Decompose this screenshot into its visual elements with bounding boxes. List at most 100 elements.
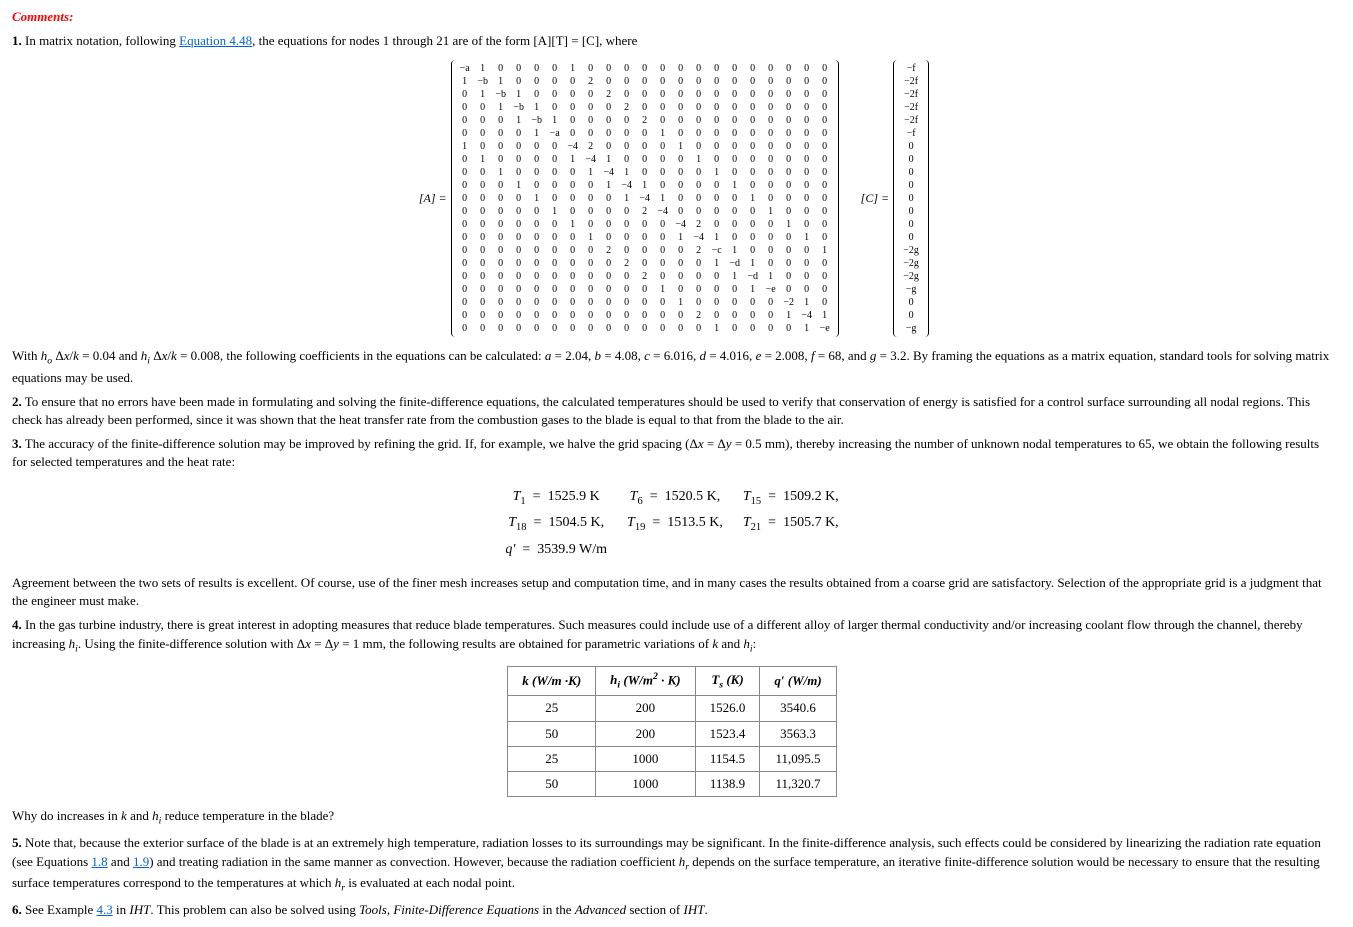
matrix-cell: 0 bbox=[708, 153, 726, 166]
matrix-cell: 0 bbox=[546, 322, 564, 335]
matrix-cell: 0 bbox=[618, 140, 636, 153]
matrix-cell: 0 bbox=[456, 88, 474, 101]
matrix-cell: 0 bbox=[456, 166, 474, 179]
param-table: k (W/m ·K) hi (W/m2 · K) Ts (K) q′ (W/m)… bbox=[507, 666, 836, 797]
table-cell: 200 bbox=[596, 721, 695, 746]
matrix-cell: −2 bbox=[780, 296, 798, 309]
matrix-cell: 0 bbox=[636, 283, 654, 296]
paragraph-4: 4. In the gas turbine industry, there is… bbox=[12, 616, 1332, 655]
matrix-cell: 0 bbox=[780, 75, 798, 88]
matrix-cell: 0 bbox=[798, 127, 816, 140]
matrix-cell: 1 bbox=[492, 166, 510, 179]
matrix-cell: 0 bbox=[600, 205, 618, 218]
matrix-cell: 0 bbox=[798, 114, 816, 127]
matrix-cell: 0 bbox=[600, 127, 618, 140]
matrix-cell: 0 bbox=[654, 88, 672, 101]
p5mid: and bbox=[108, 854, 133, 869]
matrix-cell: 0 bbox=[510, 283, 528, 296]
matrix-cell: 0 bbox=[690, 296, 708, 309]
matrix-cell: 0 bbox=[456, 231, 474, 244]
t18: 1504.5 K, bbox=[548, 515, 604, 530]
table-cell: 1000 bbox=[596, 746, 695, 771]
matrix-cell: 0 bbox=[816, 75, 834, 88]
matrix-cell: 0 bbox=[816, 153, 834, 166]
matrix-cell: 0 bbox=[492, 270, 510, 283]
matrix-cell: 0 bbox=[654, 62, 672, 75]
matrix-cell: 0 bbox=[672, 192, 690, 205]
matrix-cell: 0 bbox=[492, 296, 510, 309]
equation-link-448[interactable]: Equation 4.48 bbox=[179, 33, 252, 48]
matrix-cell: 1 bbox=[564, 218, 582, 231]
matrix-cell: 0 bbox=[564, 114, 582, 127]
example-link-43[interactable]: 4.3 bbox=[96, 902, 112, 917]
matrix-cell: 0 bbox=[816, 127, 834, 140]
matrix-cell: 0 bbox=[726, 218, 744, 231]
matrix-cell: 0 bbox=[492, 205, 510, 218]
table-cell: 3563.3 bbox=[760, 721, 836, 746]
matrix-cell: 0 bbox=[744, 166, 762, 179]
table-cell: 1154.5 bbox=[695, 746, 760, 771]
matrix-cell: 0 bbox=[780, 192, 798, 205]
matrix-cell: 0 bbox=[798, 257, 816, 270]
matrix-cell: 0 bbox=[762, 140, 780, 153]
matrix-cell: 0 bbox=[510, 140, 528, 153]
matrix-cell: 0 bbox=[780, 140, 798, 153]
matrix-cell: 0 bbox=[762, 114, 780, 127]
matrix-cell: 0 bbox=[762, 166, 780, 179]
matrix-cell: 0 bbox=[474, 179, 492, 192]
matrix-cell: 0 bbox=[582, 283, 600, 296]
matrix-cell: 0 bbox=[546, 101, 564, 114]
matrix-cell: 0 bbox=[654, 75, 672, 88]
matrix-cell: 0 bbox=[564, 101, 582, 114]
matrix-cell: 1 bbox=[564, 62, 582, 75]
p4-text: In the gas turbine industry, there is gr… bbox=[12, 617, 1303, 650]
matrix-cell: 0 bbox=[546, 62, 564, 75]
matrix-cell: 0 bbox=[564, 205, 582, 218]
matrix-cell: 0 bbox=[744, 127, 762, 140]
matrix-cell: 0 bbox=[474, 309, 492, 322]
matrix-cell: 0 bbox=[744, 88, 762, 101]
table-cell: 1138.9 bbox=[695, 772, 760, 797]
matrix-cell: 0 bbox=[816, 62, 834, 75]
matrix-cell: 2 bbox=[600, 88, 618, 101]
matrix-cell: 0 bbox=[672, 244, 690, 257]
matrix-cell: 1 bbox=[744, 257, 762, 270]
matrix-cell: 0 bbox=[492, 283, 510, 296]
matrix-cell: 0 bbox=[456, 127, 474, 140]
matrix-cell: 0 bbox=[456, 322, 474, 335]
matrix-cell: −c bbox=[708, 244, 726, 257]
matrix-cell: 0 bbox=[492, 62, 510, 75]
matrix-cell: 0 bbox=[636, 244, 654, 257]
matrix-cell: 1 bbox=[474, 153, 492, 166]
matrix-cell: 0 bbox=[762, 257, 780, 270]
matrix-cell: 1 bbox=[726, 270, 744, 283]
equation-link-19[interactable]: 1.9 bbox=[133, 854, 149, 869]
matrix-cell: 0 bbox=[780, 322, 798, 335]
matrix-cell: 0 bbox=[780, 153, 798, 166]
matrix-cell: 1 bbox=[816, 244, 834, 257]
matrix-cell: 0 bbox=[636, 101, 654, 114]
matrix-cell: 0 bbox=[898, 309, 924, 322]
matrix-cell: 0 bbox=[708, 75, 726, 88]
matrix-cell: 0 bbox=[708, 296, 726, 309]
th-q: q′ (W/m) bbox=[760, 666, 836, 696]
matrix-cell: 0 bbox=[474, 257, 492, 270]
matrix-cell: 0 bbox=[492, 257, 510, 270]
matrix-cell: 0 bbox=[618, 62, 636, 75]
matrix-cell: 0 bbox=[708, 218, 726, 231]
equation-link-18[interactable]: 1.8 bbox=[91, 854, 107, 869]
matrix-cell: 0 bbox=[654, 218, 672, 231]
p2-text: To ensure that no errors have been made … bbox=[12, 394, 1310, 427]
matrix-cell: 0 bbox=[510, 62, 528, 75]
matrix-cell: 0 bbox=[474, 283, 492, 296]
matrix-cell: 0 bbox=[492, 153, 510, 166]
matrix-cell: 2 bbox=[582, 140, 600, 153]
matrix-cell: 0 bbox=[762, 75, 780, 88]
matrix-cell: 0 bbox=[456, 270, 474, 283]
matrix-cell: 0 bbox=[546, 270, 564, 283]
matrix-cell: 1 bbox=[546, 205, 564, 218]
matrix-cell: 0 bbox=[744, 140, 762, 153]
matrix-cell: 0 bbox=[636, 166, 654, 179]
matrix-cell: 0 bbox=[546, 283, 564, 296]
matrix-cell: 0 bbox=[672, 127, 690, 140]
